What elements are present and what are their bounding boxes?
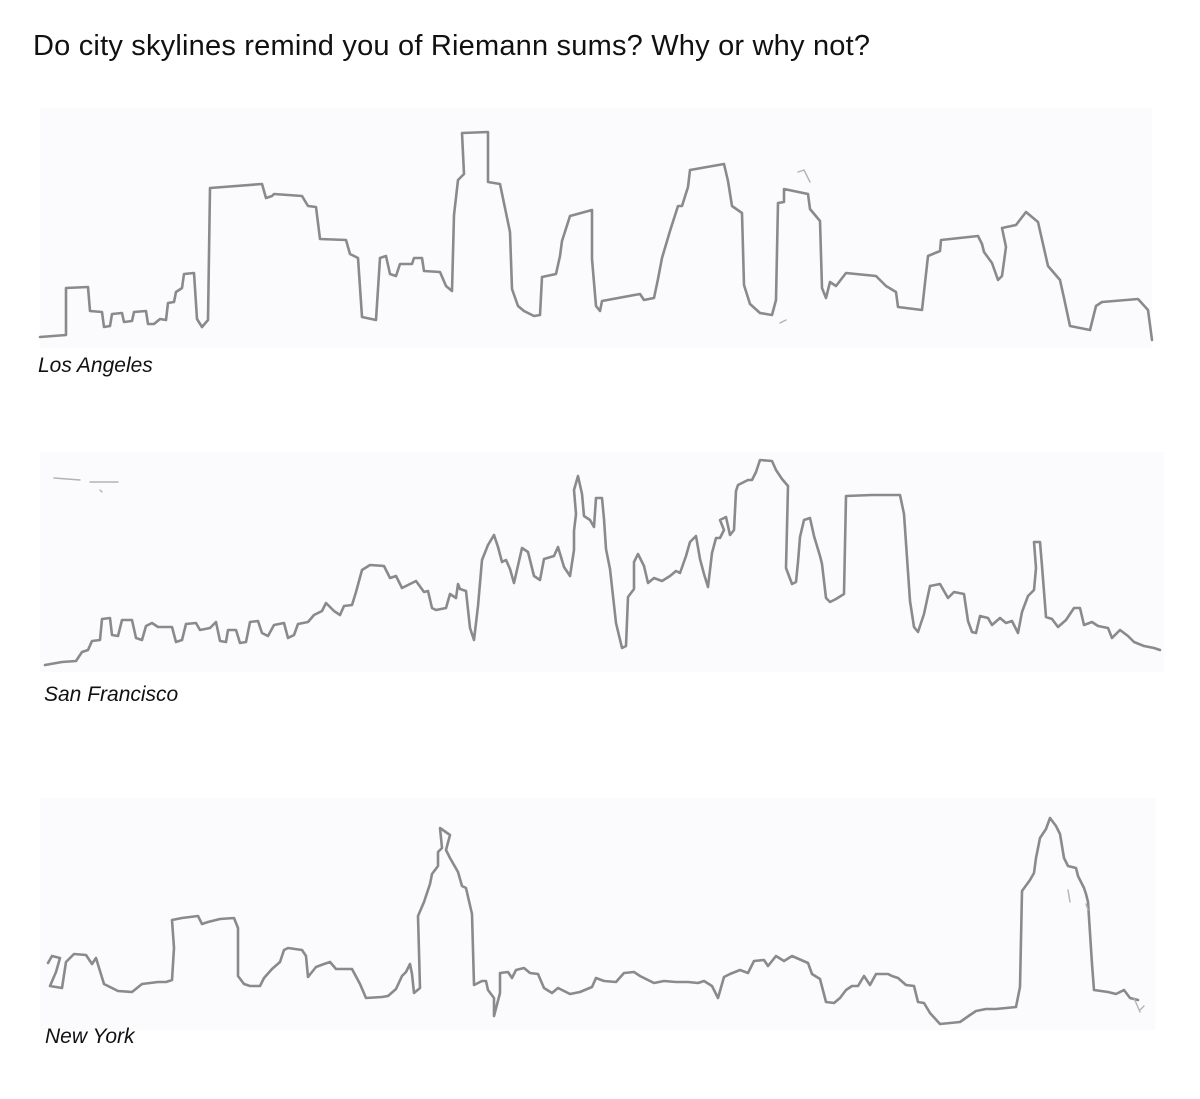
- san-francisco-skyline-drawing: [43, 458, 1162, 667]
- los-angeles-tower-detail: [779, 169, 811, 324]
- san-francisco-label: San Francisco: [44, 683, 179, 706]
- los-angeles-skyline-drawing: [38, 130, 1154, 342]
- san-francisco-skyline-outline: [43, 458, 1162, 667]
- new-york-skyline-panel: [40, 798, 1155, 1030]
- los-angeles-skyline-panel: [38, 108, 1154, 348]
- new-york-skyline-outline: [46, 816, 1140, 1026]
- new-york-skyline-drawing: [46, 816, 1145, 1026]
- los-angeles-label: Los Angeles: [38, 354, 153, 377]
- san-francisco-sky-sketch-marks: [53, 477, 119, 493]
- question-prompt: Do city skylines remind you of Riemann s…: [33, 30, 871, 62]
- los-angeles-skyline-outline: [38, 130, 1154, 342]
- new-york-label: New York: [45, 1025, 135, 1048]
- new-york-detail-marks: [1067, 889, 1145, 1013]
- san-francisco-skyline-panel: [40, 452, 1164, 672]
